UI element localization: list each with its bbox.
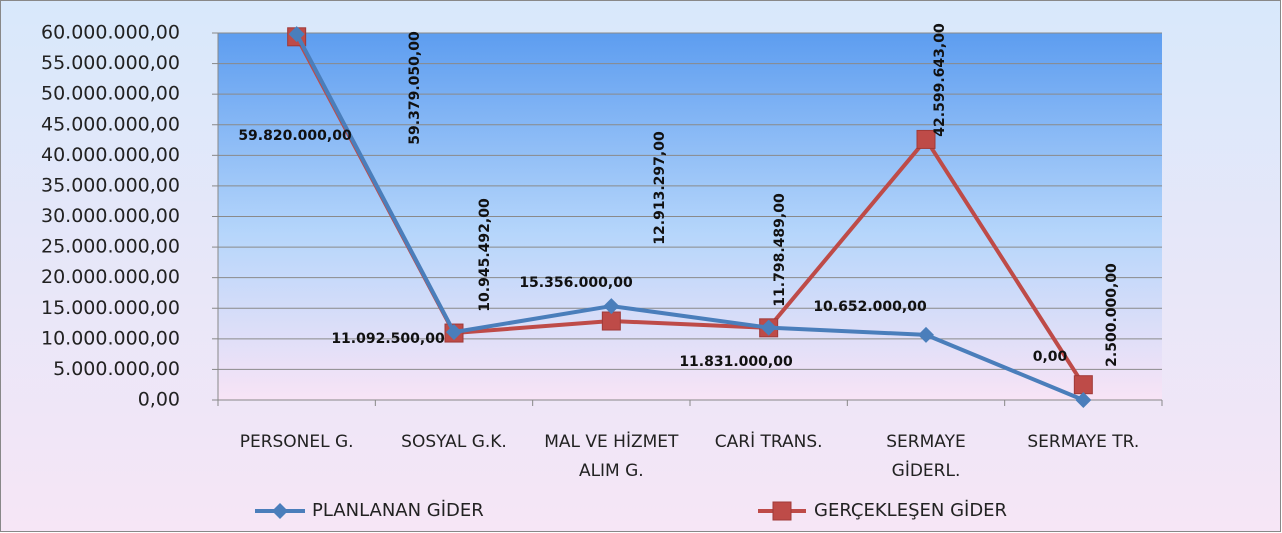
- y-tick-label: 50.000.000,00: [41, 83, 180, 105]
- x-tick-label: MAL VE HİZMET ALIM G.: [544, 432, 679, 481]
- data-label: 59.820.000,00: [238, 128, 352, 144]
- y-tick-label: 25.000.000,00: [41, 236, 180, 258]
- data-point: [446, 324, 462, 341]
- y-tick-label: 5.000.000,00: [53, 358, 180, 380]
- y-tick-label: 35.000.000,00: [41, 174, 180, 196]
- x-tick-label: SERMAYE TR.: [1027, 432, 1140, 452]
- data-label: 11.831.000,00: [679, 354, 793, 370]
- data-label: 2.500.000,00: [1104, 263, 1120, 367]
- data-label: 59.379.050,00: [407, 31, 423, 145]
- data-label: 12.913.297,00: [652, 131, 668, 245]
- data-label: 11.798.489,00: [772, 193, 788, 307]
- data-point: [1075, 392, 1092, 408]
- legend-marker: [772, 501, 792, 521]
- y-tick-label: 55.000.000,00: [41, 52, 180, 74]
- y-tick-label: 0,00: [138, 389, 180, 411]
- y-tick-label: 20.000.000,00: [41, 266, 180, 288]
- y-tick-label: 40.000.000,00: [41, 144, 180, 166]
- legend-label: GERÇEKLEŞEN GİDER: [814, 500, 1007, 521]
- legend-label: PLANLANAN GİDER: [312, 500, 484, 521]
- x-tick-label: CARİ TRANS.: [714, 432, 823, 452]
- data-point: [916, 129, 936, 149]
- data-label: 10.945.492,00: [477, 198, 493, 312]
- data-point: [603, 298, 620, 315]
- data-label: 0,00: [1033, 349, 1068, 365]
- y-tick-label: 15.000.000,00: [41, 297, 180, 319]
- data-label: 15.356.000,00: [519, 275, 633, 291]
- data-point: [1073, 375, 1093, 395]
- series-line: [294, 33, 1085, 402]
- x-tick-label: PERSONEL G.: [239, 432, 354, 452]
- y-tick-label: 30.000.000,00: [41, 205, 180, 227]
- data-point: [760, 319, 777, 336]
- y-tick-label: 10.000.000,00: [41, 327, 180, 349]
- x-tick-label: SOSYAL G.K.: [401, 432, 507, 452]
- legend-marker: [272, 503, 288, 519]
- data-point: [918, 326, 934, 343]
- data-label: 11.092.500,00: [331, 331, 445, 347]
- data-point: [601, 311, 621, 331]
- data-label: 42.599.643,00: [932, 23, 948, 137]
- y-tick-label: 45.000.000,00: [41, 113, 180, 135]
- y-tick-label: 60.000.000,00: [41, 22, 180, 44]
- data-point: [288, 26, 305, 43]
- x-tick-label: SERMAYE GİDERL.: [886, 432, 966, 481]
- data-label: 10.652.000,00: [813, 299, 927, 315]
